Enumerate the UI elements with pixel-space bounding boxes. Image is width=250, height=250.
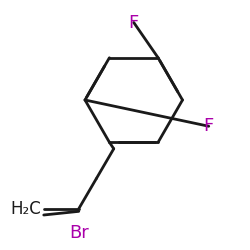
Text: Br: Br <box>69 224 88 242</box>
Text: F: F <box>128 14 139 32</box>
Text: F: F <box>204 117 214 135</box>
Text: H₂C: H₂C <box>11 200 42 218</box>
